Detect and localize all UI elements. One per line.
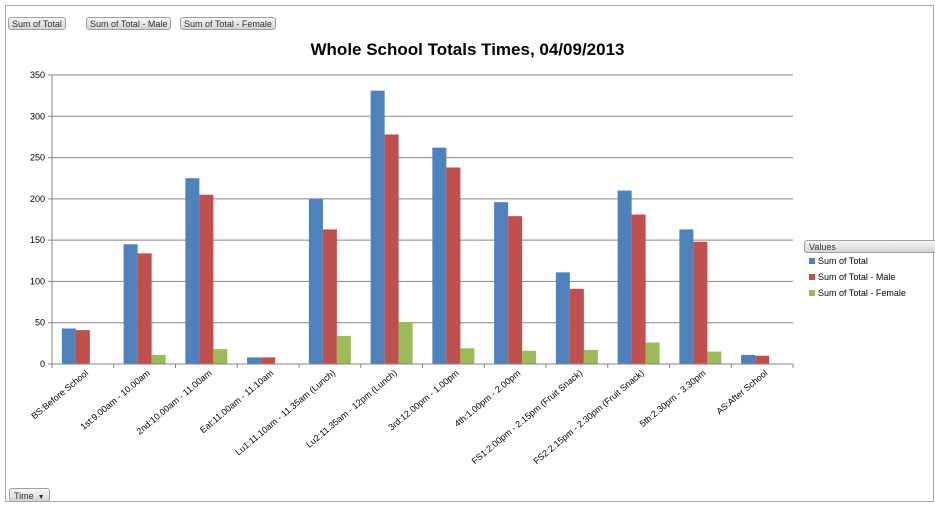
x-tick-label: 1st:9.00am - 10.00am bbox=[78, 368, 152, 432]
dropdown-arrow-icon[interactable]: ▼ bbox=[37, 494, 45, 501]
bar-total bbox=[247, 357, 262, 364]
bar-female bbox=[645, 342, 660, 364]
axis-field-label: Time bbox=[14, 491, 34, 501]
bar-male bbox=[137, 253, 152, 364]
bar-male bbox=[569, 288, 584, 364]
x-tick-label: Lu1:11.10am - 11.35am (Lunch) bbox=[233, 368, 337, 457]
y-tick-label: 0 bbox=[40, 359, 45, 369]
bar-total bbox=[308, 198, 323, 364]
bar-male bbox=[446, 167, 461, 364]
bar-total bbox=[185, 178, 200, 364]
bar-female bbox=[398, 321, 413, 364]
bar-male bbox=[322, 229, 337, 364]
field-button-sum-of-total[interactable]: Sum of Total bbox=[8, 17, 66, 30]
bar-male bbox=[508, 216, 523, 364]
bar-total bbox=[432, 147, 447, 364]
bar-total bbox=[679, 229, 694, 364]
legend-swatch-male bbox=[809, 274, 815, 280]
bar-female bbox=[707, 351, 722, 364]
x-tick-label: BS:Before School bbox=[29, 368, 90, 421]
x-tick-label: 3rd:12.00pm - 1.00pm bbox=[386, 368, 460, 433]
legend-swatch-total bbox=[809, 258, 815, 264]
x-tick-label: FS1:2.00pm - 2.15pm (Fruit Snack) bbox=[470, 368, 584, 466]
bar-total bbox=[741, 354, 756, 364]
y-tick-label: 100 bbox=[30, 276, 45, 286]
chart-title: Whole School Totals Times, 04/09/2013 bbox=[310, 40, 625, 59]
y-tick-label: 200 bbox=[30, 194, 45, 204]
bar-male bbox=[261, 357, 276, 364]
y-tick-label: 250 bbox=[30, 153, 45, 163]
bar-female bbox=[213, 349, 228, 364]
field-button-sum-of-total-female[interactable]: Sum of Total - Female bbox=[180, 17, 276, 30]
legend-header-values[interactable]: Values bbox=[804, 240, 935, 253]
legend: Values Sum of Total Sum of Total - Male … bbox=[804, 240, 935, 301]
bar-total bbox=[123, 244, 138, 364]
bar-total bbox=[555, 272, 570, 364]
bar-female bbox=[583, 349, 598, 364]
bar-female bbox=[151, 354, 166, 364]
bar-female bbox=[336, 335, 351, 364]
bar-male bbox=[631, 214, 646, 364]
bar-male bbox=[199, 194, 214, 364]
y-tick-label: 300 bbox=[30, 111, 45, 121]
y-tick-label: 350 bbox=[30, 70, 45, 80]
bar-female bbox=[522, 350, 537, 364]
bar-total bbox=[61, 328, 76, 364]
x-tick-label: FS2:2.15pm - 2.30pm (Fruit Snack) bbox=[531, 368, 645, 466]
axis-field-button-time[interactable]: Time ▼ bbox=[9, 488, 50, 502]
field-button-sum-of-total-male[interactable]: Sum of Total - Male bbox=[86, 17, 172, 30]
bar-male bbox=[755, 355, 770, 364]
bar-total bbox=[370, 90, 385, 364]
legend-item-male: Sum of Total - Male bbox=[804, 269, 935, 285]
bar-male bbox=[693, 241, 708, 364]
y-tick-label: 50 bbox=[35, 318, 45, 328]
legend-item-total: Sum of Total bbox=[804, 253, 935, 269]
pivot-chart-frame bbox=[5, 5, 934, 502]
x-tick-label: 5th:2.30pm - 3.30pm bbox=[638, 368, 708, 429]
legend-swatch-female bbox=[809, 290, 815, 296]
legend-label-male: Sum of Total - Male bbox=[818, 272, 896, 282]
bar-total bbox=[494, 202, 509, 364]
x-tick-label: 4th:1.00pm - 2.00pm bbox=[452, 368, 522, 429]
x-tick-label: AS:After School bbox=[714, 368, 769, 417]
legend-item-female: Sum of Total - Female bbox=[804, 285, 935, 301]
bar-male bbox=[384, 134, 399, 364]
bar-male bbox=[75, 330, 90, 364]
legend-label-female: Sum of Total - Female bbox=[818, 288, 906, 298]
legend-label-total: Sum of Total bbox=[818, 256, 868, 266]
bar-female bbox=[460, 348, 475, 364]
bar-total bbox=[617, 190, 632, 364]
y-tick-label: 150 bbox=[30, 235, 45, 245]
